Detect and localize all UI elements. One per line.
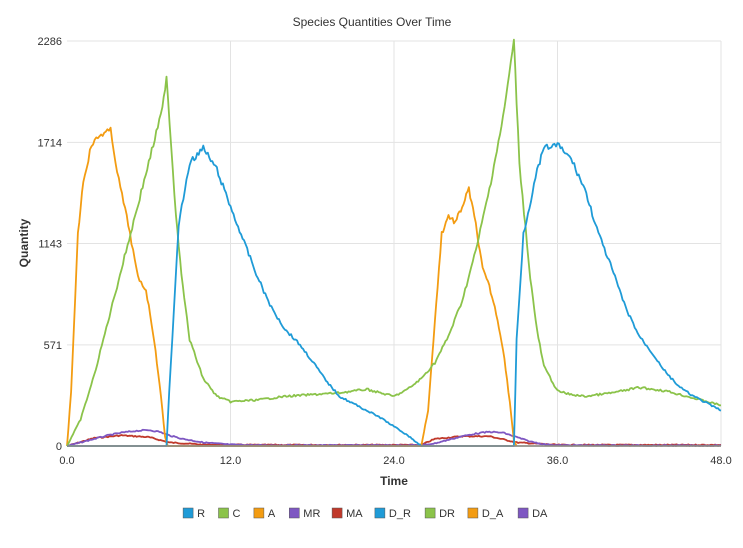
y-tick-labels: 0 571 1143 1714 2286 xyxy=(38,36,62,453)
y-tick-label: 2286 xyxy=(38,36,62,48)
legend-swatch xyxy=(467,507,479,519)
legend-swatch xyxy=(182,507,194,519)
legend-swatch xyxy=(218,507,229,519)
legend-label: R xyxy=(197,508,205,520)
legend-item-mr[interactable]: MR xyxy=(289,507,320,520)
x-tick-labels: 0.0 12.0 24.0 36.0 48.0 xyxy=(59,455,731,467)
legend-item-a[interactable]: A xyxy=(253,507,276,520)
y-tick-label: 1714 xyxy=(38,137,62,149)
legend-label: MA xyxy=(346,508,363,520)
legend-swatch xyxy=(517,507,529,519)
legend-label: A xyxy=(268,508,276,520)
legend-item-da[interactable]: DA xyxy=(517,507,548,520)
x-tick-label: 36.0 xyxy=(547,455,568,467)
legend: R C A MR MA D_R DR D_A DA xyxy=(182,507,548,520)
legend-item-r[interactable]: R xyxy=(182,507,205,520)
legend-item-ma[interactable]: MA xyxy=(331,507,363,520)
x-tick-label: 24.0 xyxy=(383,455,404,467)
legend-label: MR xyxy=(303,508,320,520)
x-tick-label: 48.0 xyxy=(710,455,731,467)
grid xyxy=(67,40,722,446)
legend-swatch xyxy=(331,507,343,519)
legend-item-d-a[interactable]: D_A xyxy=(467,507,504,520)
legend-swatch xyxy=(253,507,265,519)
x-tick-label: 12.0 xyxy=(220,455,241,467)
y-axis-title: Quantity xyxy=(17,218,31,267)
legend-item-d-r[interactable]: D_R xyxy=(374,507,411,520)
y-tick-label: 571 xyxy=(44,340,62,352)
legend-swatch xyxy=(289,507,300,519)
legend-label: DR xyxy=(439,508,455,520)
legend-swatch xyxy=(424,507,436,519)
legend-label: D_A xyxy=(482,508,504,520)
series-line-d-a xyxy=(66,126,518,447)
legend-item-dr[interactable]: DR xyxy=(424,507,455,520)
x-tick-label: 0.0 xyxy=(59,455,74,467)
chart-title: Species Quantities Over Time xyxy=(293,15,452,29)
legend-swatch xyxy=(374,507,386,519)
series-line-dr xyxy=(66,38,722,447)
series-line-d-r xyxy=(67,142,722,447)
legend-item-c[interactable]: C xyxy=(218,507,241,520)
x-axis-title: Time xyxy=(380,474,408,488)
legend-label: D_R xyxy=(389,508,411,520)
legend-label: DA xyxy=(532,508,548,520)
y-tick-label: 0 xyxy=(56,441,62,453)
legend-label: C xyxy=(233,508,241,520)
y-tick-label: 1143 xyxy=(38,239,62,251)
